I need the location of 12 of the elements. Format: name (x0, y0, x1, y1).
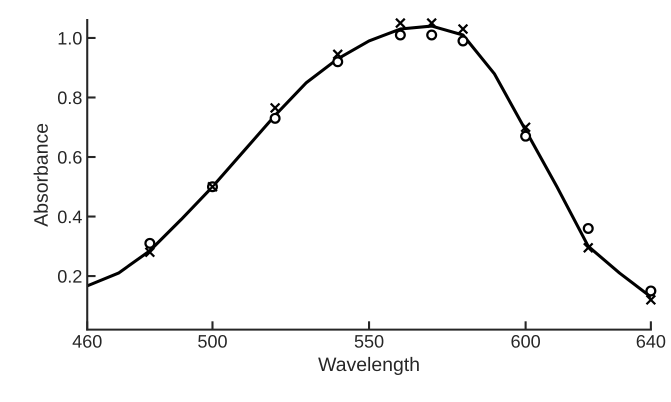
y-tick-label: 1.0 (58, 32, 82, 45)
y-tick-label: 0.6 (58, 150, 82, 164)
x-tick-label: 500 (198, 334, 227, 348)
x-tick-label: 550 (354, 334, 384, 348)
y-tick-label: 0.2 (58, 270, 82, 283)
y-tick-label: 0.4 (58, 210, 82, 224)
x-axis-title: Wavelength (318, 356, 419, 376)
y-axis-title: Absorbance (34, 124, 48, 227)
x-tick-label: 460 (72, 334, 102, 348)
y-tick-label: 0.8 (58, 91, 82, 104)
x-tick-label: 600 (511, 334, 540, 348)
x-tick-label: 640 (636, 334, 666, 348)
